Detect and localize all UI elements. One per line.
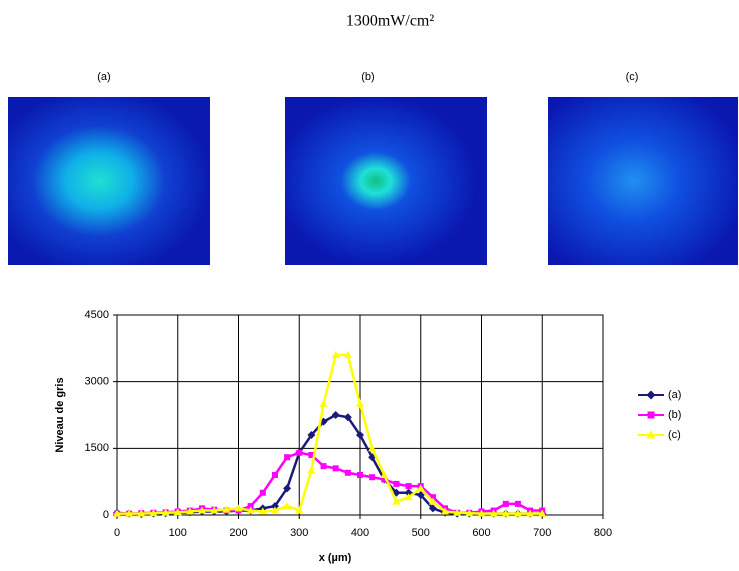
marker [258,507,267,515]
x-tick-label: 500 [412,527,430,539]
x-tick-label: 0 [114,527,120,539]
marker [271,472,278,478]
marker [441,507,450,515]
marker [308,452,315,458]
marker [137,509,146,517]
marker [405,483,412,490]
marker [270,502,279,511]
x-tick-label: 300 [290,527,308,539]
marker [428,504,437,513]
x-tick-label: 700 [533,527,551,539]
x-tick-label: 400 [351,527,369,539]
legend-label: (b) [668,409,681,421]
image [8,97,210,265]
marker [332,465,339,472]
marker [307,466,316,474]
marker [319,399,328,407]
series-line [117,353,543,515]
marker [185,507,194,515]
image [548,97,738,265]
series-line [117,451,543,515]
marker [149,509,158,517]
marker [526,509,535,517]
y-axis-label: Niveau de gris [54,377,66,452]
x-tick-label: 800 [594,527,612,539]
marker [356,399,364,407]
marker [222,505,231,513]
marker [343,413,352,422]
x-axis-label: x (µm) [319,552,352,564]
marker [513,509,522,517]
marker [356,431,364,439]
marker [234,504,243,512]
marker [283,502,292,510]
marker [344,469,351,476]
marker [173,508,182,516]
marker [210,506,219,514]
image-label: (b) [361,71,374,83]
x-tick-label: 100 [169,527,187,539]
image [285,97,487,265]
y-tick-label: 0 [103,509,109,521]
marker [489,509,498,517]
marker [113,509,121,517]
marker [369,474,376,481]
marker [501,509,510,517]
marker [392,497,401,505]
marker [393,480,400,487]
marker [453,508,462,516]
marker [259,489,266,496]
marker [198,506,207,514]
marker [514,500,521,507]
marker [416,484,425,492]
marker [296,449,303,456]
figure-title: 1300mW/cm² [346,13,435,30]
series-line [116,413,543,516]
image-label: (c) [626,71,639,83]
marker [538,509,547,517]
y-tick-label: 4500 [85,309,109,321]
legend-marker [646,390,656,400]
marker [295,506,304,514]
marker [477,509,486,517]
legend-marker [647,411,655,419]
marker [429,494,436,501]
marker [283,484,292,493]
marker [125,509,134,517]
marker [284,454,291,461]
x-tick-label: 200 [229,527,247,539]
marker [428,497,437,505]
marker [320,463,327,470]
marker [465,509,474,517]
y-tick-label: 3000 [85,376,109,388]
legend-marker [646,430,656,439]
marker [502,500,509,507]
y-tick-label: 1500 [85,442,109,454]
marker [381,476,388,483]
marker [357,472,363,478]
marker [161,508,170,516]
legend-label: (c) [668,429,681,441]
legend-label: (a) [668,389,681,401]
x-tick-label: 600 [472,527,490,539]
marker [368,444,377,452]
marker [270,506,279,514]
marker [343,351,352,358]
marker [307,431,316,439]
marker [247,503,254,510]
marker [380,471,389,478]
image-label: (a) [97,71,110,83]
marker [331,411,340,419]
chart: 0 1500 3000 4500 0 100 200 300 400 500 600 700 800 Ni… [54,309,682,564]
marker [416,491,425,499]
marker [331,351,340,358]
marker [404,493,413,501]
marker [246,506,255,514]
